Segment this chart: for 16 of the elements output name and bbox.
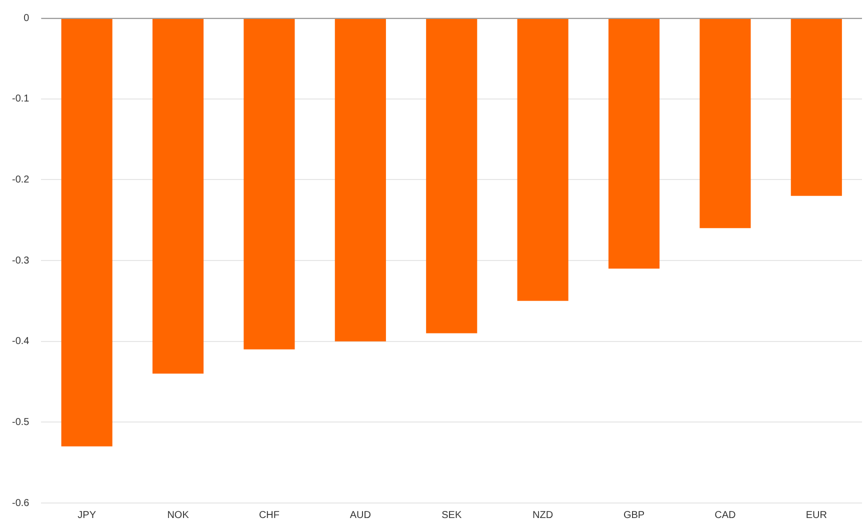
x-tick-label: GBP <box>623 510 645 521</box>
x-tick-label: EUR <box>806 510 827 521</box>
y-tick-label: -0.1 <box>12 94 30 105</box>
y-tick-label: -0.2 <box>12 174 30 186</box>
y-tick-label: -0.3 <box>12 255 30 266</box>
x-tick-label: JPY <box>78 510 96 521</box>
x-tick-label: NZD <box>532 510 554 521</box>
x-tick-label: AUD <box>350 510 371 521</box>
x-tick-label: CAD <box>714 510 736 521</box>
x-tick-label: NOK <box>167 510 190 521</box>
y-tick-label: -0.4 <box>12 336 30 348</box>
y-tick-label: -0.5 <box>12 416 30 428</box>
y-tick-label: -0.6 <box>12 498 30 509</box>
y-tick-label: 0 <box>24 12 30 24</box>
x-tick-label: CHF <box>258 510 280 521</box>
x-tick-label: SEK <box>442 510 462 521</box>
